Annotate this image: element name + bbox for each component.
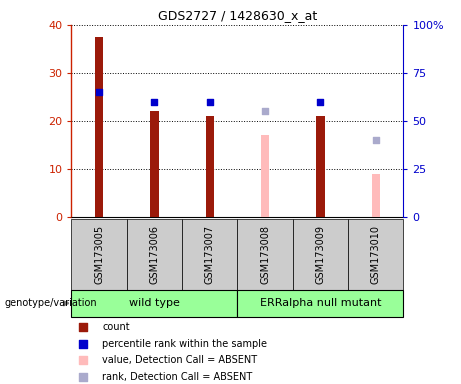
Text: GSM173008: GSM173008 [260,225,270,284]
Point [372,137,379,143]
Text: wild type: wild type [129,298,180,308]
Text: value, Detection Call = ABSENT: value, Detection Call = ABSENT [102,356,258,366]
Text: GSM173005: GSM173005 [94,225,104,284]
Bar [237,290,403,317]
Text: GSM173007: GSM173007 [205,225,215,284]
Bar [316,116,325,217]
Bar [182,219,237,290]
Point [206,99,213,105]
Point [151,99,158,105]
Text: ERRalpha null mutant: ERRalpha null mutant [260,298,381,308]
Text: GSM173010: GSM173010 [371,225,381,284]
Title: GDS2727 / 1428630_x_at: GDS2727 / 1428630_x_at [158,9,317,22]
Bar [372,174,380,217]
Bar [293,219,348,290]
Bar [127,219,182,290]
Text: GSM173009: GSM173009 [315,225,325,284]
Bar [71,290,237,317]
Point [79,358,87,364]
Point [79,323,87,329]
Point [79,341,87,347]
Text: rank, Detection Call = ABSENT: rank, Detection Call = ABSENT [102,372,253,382]
Text: GSM173006: GSM173006 [149,225,160,284]
Bar [71,219,127,290]
Point [79,374,87,381]
Bar [150,111,159,217]
Point [95,89,103,95]
Bar [237,219,293,290]
Text: percentile rank within the sample: percentile rank within the sample [102,339,267,349]
Bar [261,136,269,217]
Bar [348,219,403,290]
Bar [206,116,214,217]
Point [261,108,269,114]
Text: genotype/variation: genotype/variation [5,298,97,308]
Point [317,99,324,105]
Bar [95,37,103,217]
Text: count: count [102,321,130,331]
